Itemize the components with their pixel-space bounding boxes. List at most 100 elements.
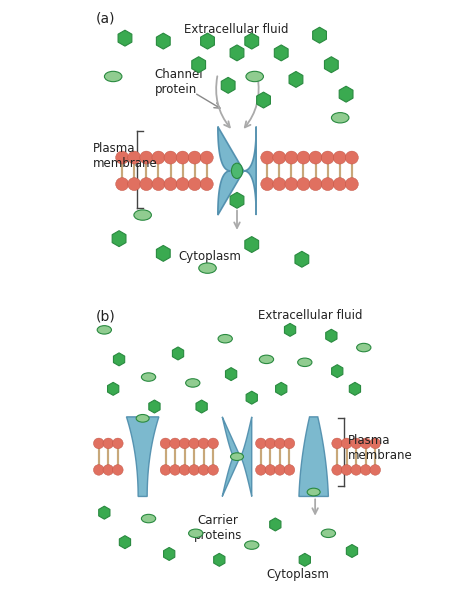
Ellipse shape: [141, 373, 155, 382]
Circle shape: [176, 151, 189, 164]
Circle shape: [116, 151, 128, 164]
Circle shape: [285, 151, 298, 164]
Ellipse shape: [218, 334, 232, 343]
Circle shape: [198, 465, 209, 475]
Circle shape: [297, 178, 310, 191]
Circle shape: [370, 438, 381, 448]
Polygon shape: [222, 417, 252, 496]
Circle shape: [189, 465, 200, 475]
Circle shape: [160, 465, 171, 475]
Circle shape: [346, 178, 358, 191]
Circle shape: [128, 178, 141, 191]
Polygon shape: [112, 231, 126, 246]
Ellipse shape: [97, 326, 111, 334]
Circle shape: [341, 465, 352, 475]
Polygon shape: [299, 417, 328, 496]
Polygon shape: [156, 245, 170, 261]
Circle shape: [103, 438, 114, 448]
Polygon shape: [332, 365, 343, 377]
Polygon shape: [214, 553, 225, 566]
Polygon shape: [201, 33, 214, 49]
Ellipse shape: [231, 163, 243, 178]
Polygon shape: [326, 329, 337, 342]
Circle shape: [128, 151, 141, 164]
Polygon shape: [173, 347, 183, 360]
Circle shape: [274, 438, 285, 448]
Polygon shape: [230, 45, 244, 61]
Circle shape: [208, 438, 219, 448]
Circle shape: [346, 151, 358, 164]
Circle shape: [201, 151, 213, 164]
Circle shape: [333, 178, 346, 191]
Ellipse shape: [245, 541, 259, 550]
Circle shape: [176, 178, 189, 191]
Polygon shape: [245, 237, 259, 252]
Polygon shape: [99, 506, 110, 519]
Polygon shape: [274, 45, 288, 61]
Circle shape: [255, 438, 266, 448]
Circle shape: [179, 465, 190, 475]
Circle shape: [112, 465, 123, 475]
Text: Extracellular fluid: Extracellular fluid: [258, 309, 362, 322]
Polygon shape: [275, 382, 287, 395]
Circle shape: [93, 465, 104, 475]
Text: Plasma
membrane: Plasma membrane: [347, 434, 412, 462]
Polygon shape: [284, 324, 296, 336]
Circle shape: [370, 465, 381, 475]
Polygon shape: [324, 57, 338, 72]
Circle shape: [140, 178, 153, 191]
Ellipse shape: [136, 414, 149, 422]
Circle shape: [164, 178, 177, 191]
Circle shape: [152, 178, 165, 191]
Circle shape: [274, 465, 285, 475]
Ellipse shape: [134, 210, 151, 220]
Text: Cytoplasm: Cytoplasm: [178, 250, 241, 263]
Ellipse shape: [298, 358, 312, 367]
Polygon shape: [164, 547, 175, 560]
Circle shape: [152, 151, 165, 164]
Polygon shape: [127, 417, 159, 496]
Circle shape: [140, 151, 153, 164]
Circle shape: [201, 178, 213, 191]
Polygon shape: [196, 400, 207, 413]
Ellipse shape: [104, 71, 122, 82]
Polygon shape: [270, 518, 281, 531]
Circle shape: [321, 178, 334, 191]
Polygon shape: [119, 536, 130, 548]
Circle shape: [284, 438, 295, 448]
Ellipse shape: [189, 529, 203, 538]
Circle shape: [341, 438, 352, 448]
Circle shape: [170, 438, 180, 448]
Circle shape: [309, 178, 322, 191]
Ellipse shape: [331, 112, 349, 123]
Ellipse shape: [186, 379, 200, 387]
Circle shape: [285, 178, 298, 191]
Circle shape: [164, 151, 177, 164]
Polygon shape: [226, 368, 237, 380]
Polygon shape: [113, 353, 125, 366]
Circle shape: [116, 178, 128, 191]
Circle shape: [170, 465, 180, 475]
Circle shape: [360, 465, 371, 475]
Circle shape: [332, 465, 342, 475]
Text: (a): (a): [95, 11, 115, 26]
Circle shape: [103, 465, 114, 475]
Ellipse shape: [230, 453, 244, 460]
Polygon shape: [230, 193, 244, 208]
Circle shape: [265, 438, 276, 448]
Polygon shape: [299, 553, 310, 566]
Text: (b): (b): [95, 309, 115, 324]
Polygon shape: [245, 33, 259, 49]
Circle shape: [284, 465, 295, 475]
Text: Extracellular fluid: Extracellular fluid: [184, 23, 289, 36]
Circle shape: [360, 438, 371, 448]
Polygon shape: [218, 127, 256, 215]
Circle shape: [255, 465, 266, 475]
Text: Cytoplasm: Cytoplasm: [266, 568, 329, 581]
Circle shape: [273, 151, 286, 164]
Polygon shape: [256, 92, 271, 108]
Ellipse shape: [246, 71, 264, 82]
Circle shape: [321, 151, 334, 164]
Text: Carrier
proteins: Carrier proteins: [194, 514, 242, 542]
Circle shape: [189, 438, 200, 448]
